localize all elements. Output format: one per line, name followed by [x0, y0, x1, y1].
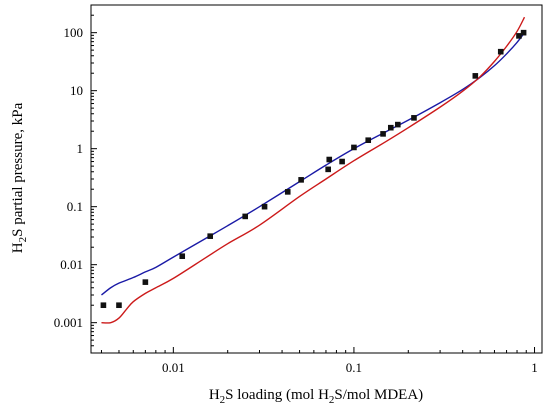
data-point	[298, 177, 304, 183]
y-tick-label: 0.1	[67, 199, 83, 214]
data-point	[351, 144, 357, 151]
data-point	[516, 33, 522, 39]
axes: 0.01 0.1 1 0.001 0.01 0.1 1 10 100	[54, 14, 538, 375]
data-point	[284, 189, 291, 195]
data-point	[472, 73, 479, 79]
data-point	[326, 156, 333, 163]
data-point	[387, 124, 394, 131]
data-point	[242, 213, 248, 220]
data-point	[395, 121, 401, 128]
data-point	[339, 158, 345, 165]
y-tick-label: 1	[77, 141, 84, 156]
data-point	[411, 115, 417, 121]
data-point	[365, 137, 372, 143]
data-point	[380, 131, 386, 137]
x-tick-label: 0.1	[346, 360, 362, 375]
data-point	[207, 233, 213, 239]
x-axis-title: H2S loading (mol H2S/mol MDEA)	[209, 387, 423, 406]
data-point	[325, 166, 331, 173]
plot-frame	[90, 4, 543, 354]
data-point	[116, 302, 122, 309]
y-tick-label: 100	[64, 25, 84, 40]
curves	[101, 16, 526, 324]
x-tick-label: 1	[531, 360, 538, 375]
markers	[100, 29, 527, 309]
y-tick-label: 0.001	[54, 315, 83, 330]
y-tick-label: 10	[70, 83, 83, 98]
series-line-2	[101, 16, 526, 324]
data-point	[142, 279, 149, 285]
data-point	[520, 29, 527, 36]
y-tick-label: 0.01	[60, 257, 83, 272]
y-axis-title: H2S partial pressure, kPa	[10, 102, 29, 253]
data-point	[261, 203, 268, 210]
data-point	[100, 302, 107, 309]
x-tick-label: 0.01	[162, 360, 185, 375]
data-point	[179, 253, 186, 259]
series-line-1	[101, 32, 526, 296]
plot-area	[90, 4, 543, 354]
data-point	[497, 48, 504, 55]
